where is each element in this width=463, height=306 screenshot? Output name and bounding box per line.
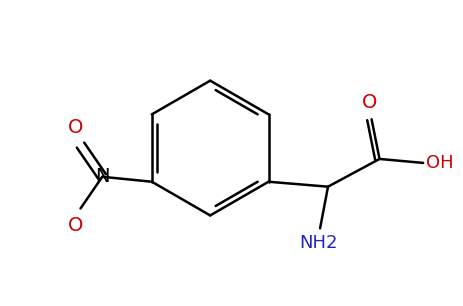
Text: O: O bbox=[362, 93, 377, 112]
Text: N: N bbox=[95, 167, 110, 186]
Text: O: O bbox=[68, 216, 83, 235]
Text: OH: OH bbox=[426, 154, 454, 172]
Text: NH2: NH2 bbox=[299, 234, 338, 252]
Text: O: O bbox=[68, 118, 83, 137]
